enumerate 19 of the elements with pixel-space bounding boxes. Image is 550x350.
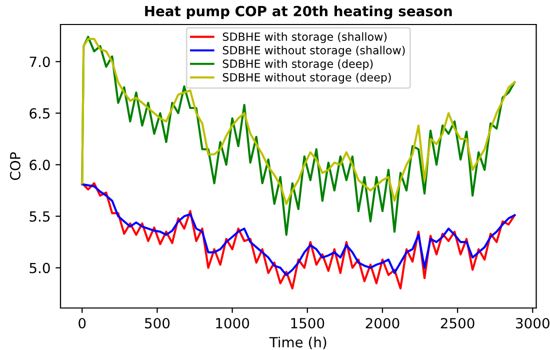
x-tick-label: 1000 <box>216 318 250 328</box>
y-axis-title: COP <box>10 152 20 180</box>
x-tick-label: 2000 <box>366 318 400 328</box>
legend-label: SDBHE without storage (deep) <box>222 72 391 84</box>
x-axis-title: Time (h) <box>269 336 326 350</box>
x-tick-label: 0 <box>78 318 86 328</box>
y-tick-label: 5.5 <box>30 211 50 222</box>
x-tick-label: 3000 <box>516 318 550 328</box>
y-tick-label: 6.5 <box>30 108 50 119</box>
x-tick-label: 500 <box>145 318 170 328</box>
legend-label: SDBHE with storage (deep) <box>222 59 373 70</box>
x-tick-label: 1500 <box>291 318 324 328</box>
legend-label: SDBHE without storage (shallow) <box>222 46 405 57</box>
x-tick-label: 2500 <box>440 318 474 328</box>
chart-title: Heat pump COP at 20th heating season <box>145 6 452 20</box>
y-tick-label: 5.0 <box>30 262 50 274</box>
legend-label: SDBHE with storage (shallow) <box>222 32 387 44</box>
y-tick-label: 6.0 <box>30 160 50 170</box>
y-tick-label: 7.0 <box>30 56 50 68</box>
